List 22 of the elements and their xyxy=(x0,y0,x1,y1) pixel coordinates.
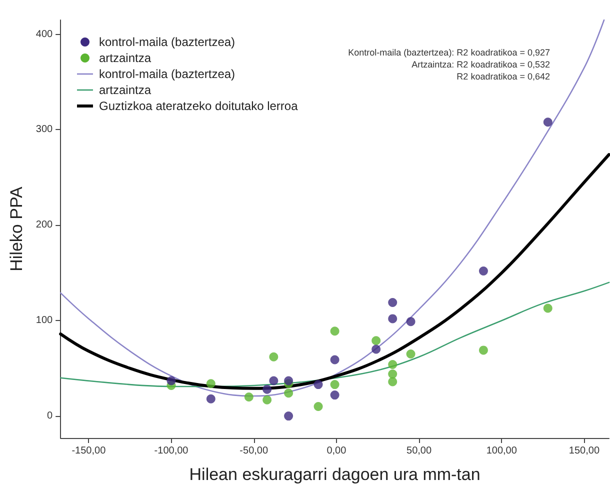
x-tick-label: 50,00 xyxy=(406,446,432,456)
x-tick-label: -50,00 xyxy=(240,446,268,456)
x-tick-label: 150,00 xyxy=(568,446,600,456)
annotation: Artzaintza: R2 koadratikoa = 0,532 xyxy=(412,60,550,70)
y-tick-label: 0 xyxy=(47,410,54,422)
legend-label: artzaintza xyxy=(99,51,152,65)
x-tick-label: -100,00 xyxy=(154,446,189,456)
annotation: Kontrol-maila (baztertzea): R2 koadratikoa = 0,927 xyxy=(348,48,550,58)
x-tick-label: 0,00 xyxy=(326,446,347,456)
legend-label: kontrol-maila (baztertzea) xyxy=(99,67,236,81)
legend-label: Guztizkoa ateratzeko doitutako lerroa xyxy=(99,99,298,113)
legend-label: artzaintza xyxy=(99,83,152,97)
y-axis-title: Hileko PPA xyxy=(7,186,26,272)
y-tick-label: 100 xyxy=(36,315,54,326)
legend-label: kontrol-maila (baztertzea) xyxy=(99,35,236,49)
y-tick-label: 400 xyxy=(36,28,54,40)
x-axis-title: Hilean eskuragarri dagoen ura mm-tan xyxy=(189,465,480,484)
y-tick-label: 300 xyxy=(36,124,54,136)
y-tick-label: 200 xyxy=(36,220,54,231)
x-tick-label: 100,00 xyxy=(486,446,518,456)
x-tick-label: -150,00 xyxy=(72,446,106,456)
annotation: R2 koadratikoa = 0,642 xyxy=(456,72,550,82)
